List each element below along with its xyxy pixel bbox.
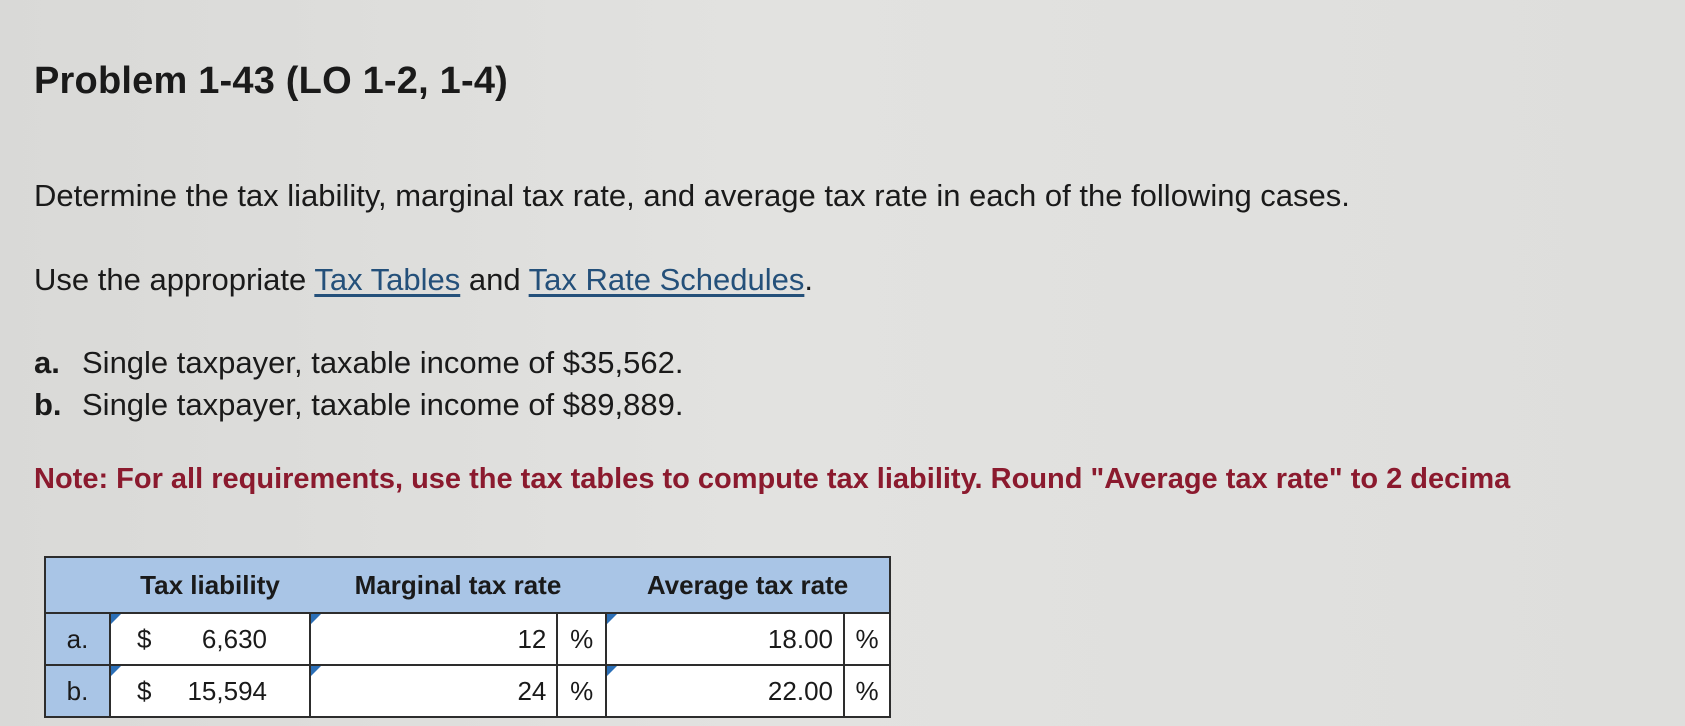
list-item: b. Single taxpayer, taxable income of $89… [34,384,683,426]
rounding-note: Note: For all requirements, use the tax … [34,463,1511,495]
tax-liability-header: Tax liability [110,556,310,614]
percent-unit: % [556,664,607,718]
marginal-rate-input[interactable]: 12 [308,612,559,666]
resource-and: and [460,262,529,297]
marginal-rate-input[interactable]: 24 [308,664,559,718]
list-item: a. Single taxpayer, taxable income of $35… [34,342,683,384]
currency-symbol: $ [137,675,152,706]
tax-rate-schedules-link[interactable]: Tax Rate Schedules [528,262,805,297]
marginal-rate-value: 12 [517,623,547,654]
table-header-row: Tax liability Marginal tax rate Average … [44,556,891,614]
case-letter: a. [34,345,60,380]
problem-instruction: Determine the tax liability, marginal ta… [34,178,1350,213]
tax-liability-value: 6,630 [201,623,267,654]
answer-table: Tax liability Marginal tax rate Average … [44,556,891,718]
case-text: Single taxpayer, taxable income of $35,5… [82,345,684,380]
case-text: Single taxpayer, taxable income of $89,8… [82,387,684,422]
marginal-rate-value: 24 [517,675,547,706]
resource-prefix: Use the appropriate [34,262,315,297]
percent-unit: % [556,612,607,666]
table-row: a. $6,630 12 % 18.00 % [44,612,891,666]
percent-unit: % [843,664,891,718]
resource-suffix: . [804,262,813,297]
row-label: a. [44,612,111,666]
average-rate-header: Average tax rate [606,556,891,614]
average-rate-value: 18.00 [767,623,833,654]
case-list: a. Single taxpayer, taxable income of $35… [34,342,683,426]
average-rate-input[interactable]: 18.00 [605,612,845,666]
average-rate-value: 22.00 [767,675,833,706]
marginal-rate-header: Marginal tax rate [310,556,606,614]
row-label-header [44,556,110,614]
case-letter: b. [34,387,62,422]
tax-liability-input[interactable]: $15,594 [109,664,311,718]
resource-line: Use the appropriate Tax Tables and Tax R… [34,262,813,298]
average-rate-input[interactable]: 22.00 [605,664,845,718]
percent-unit: % [843,612,891,666]
table-row: b. $15,594 24 % 22.00 % [44,664,891,718]
tax-liability-input[interactable]: $6,630 [109,612,311,666]
problem-title: Problem 1-43 (LO 1-2, 1-4) [34,60,509,102]
tax-tables-link[interactable]: Tax Tables [314,262,461,297]
currency-symbol: $ [137,623,152,654]
row-label: b. [44,664,111,718]
tax-liability-value: 15,594 [187,675,267,706]
